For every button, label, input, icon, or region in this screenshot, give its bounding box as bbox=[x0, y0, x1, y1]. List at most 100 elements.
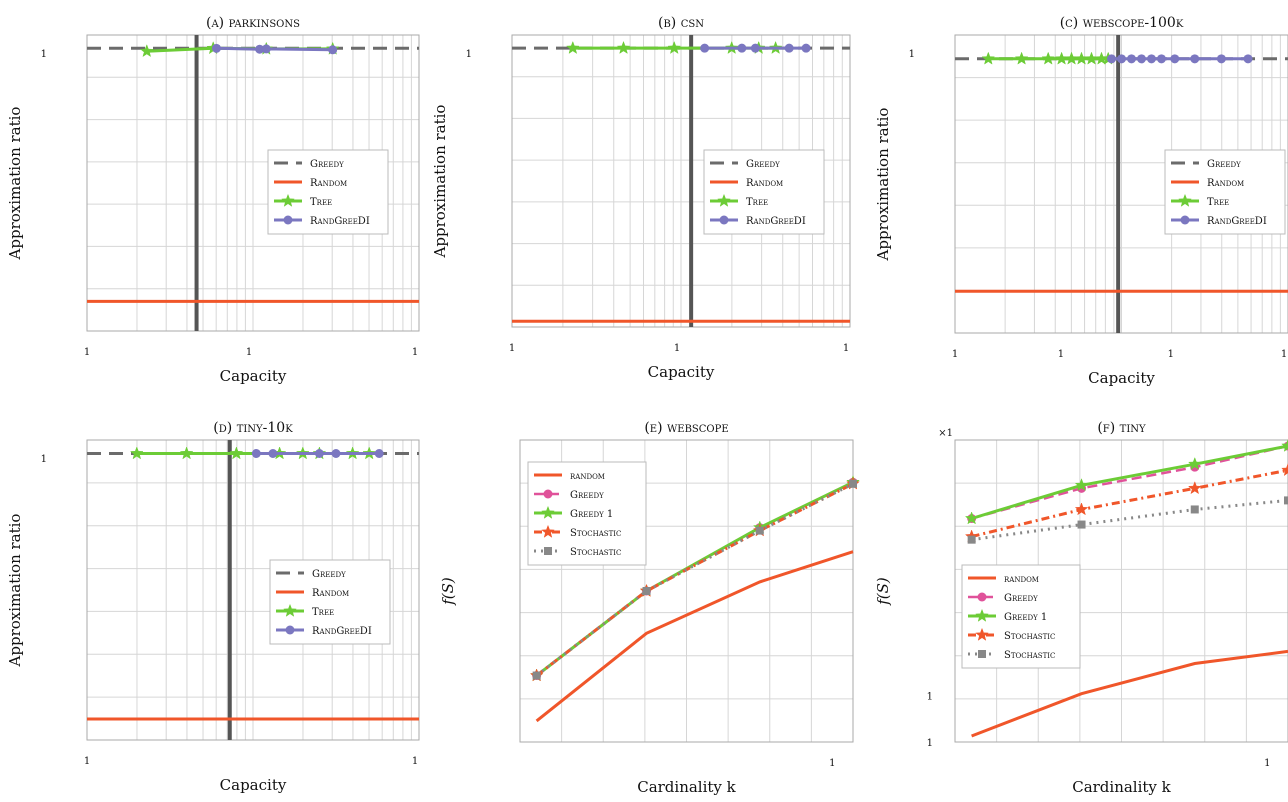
plot-frame bbox=[519, 439, 854, 743]
data-point bbox=[261, 44, 271, 54]
data-point bbox=[801, 43, 811, 53]
legend-label: Random bbox=[746, 178, 783, 189]
data-point bbox=[1281, 462, 1288, 477]
chart-panel-6: (f) tiny ×1 1 1 1 Cardinality k f(S) random Gree… bbox=[874, 420, 1288, 796]
legend-label: Greedy 1 bbox=[1004, 612, 1047, 623]
series-line-greedy_pink bbox=[971, 444, 1288, 520]
data-point bbox=[129, 446, 144, 460]
chart-title: (d) tiny-10k bbox=[213, 420, 293, 436]
data-point bbox=[1074, 502, 1089, 516]
x-tick-label: 1 bbox=[84, 347, 90, 358]
x-axis-label: Capacity bbox=[220, 367, 287, 385]
legend: Greedy Random Tree RandGreeDI bbox=[1164, 149, 1286, 235]
plot-frame bbox=[511, 34, 851, 328]
legend-label: RandGreeDI bbox=[1207, 216, 1267, 227]
data-point bbox=[755, 526, 764, 535]
legend-marker bbox=[977, 592, 987, 602]
data-point bbox=[1187, 456, 1202, 470]
data-point bbox=[967, 535, 976, 544]
legend-marker bbox=[544, 547, 552, 555]
legend-label: Random bbox=[1207, 178, 1244, 189]
legend-label: Greedy bbox=[1004, 593, 1038, 604]
y-axis-label: Approximation ratio bbox=[874, 108, 892, 262]
series-line-stochastic2 bbox=[971, 498, 1288, 542]
chart-panel-5: (e) webscope 1 Cardinality k f(S) random Gree… bbox=[439, 420, 860, 796]
series-line-stochastic bbox=[535, 482, 854, 677]
plot-frame bbox=[954, 34, 1288, 334]
x-tick-label: 1 bbox=[1281, 349, 1287, 360]
y-tick-label: 1 bbox=[927, 738, 933, 749]
y-axis-label: f(S) bbox=[874, 577, 892, 606]
legend-label: Random bbox=[312, 588, 349, 599]
data-point bbox=[1041, 51, 1056, 65]
data-point bbox=[255, 44, 265, 54]
x-tick-label: 1 bbox=[509, 343, 515, 354]
data-point bbox=[1136, 54, 1146, 64]
legend-label: Random bbox=[310, 178, 347, 189]
plot-frame bbox=[954, 439, 1288, 743]
data-point bbox=[314, 449, 324, 458]
legend-label: Greedy bbox=[310, 159, 344, 170]
legend-marker bbox=[975, 627, 989, 641]
data-point bbox=[1190, 505, 1199, 514]
y-axis-label: Approximation ratio bbox=[6, 107, 24, 261]
legend-label: Tree bbox=[310, 197, 332, 208]
chart-title: (f) tiny bbox=[1097, 420, 1146, 436]
data-point bbox=[1054, 51, 1069, 65]
x-tick-label: 1 bbox=[412, 347, 418, 358]
y-tick-label: 1 bbox=[41, 49, 47, 60]
data-point bbox=[981, 51, 996, 65]
data-point bbox=[1187, 481, 1202, 495]
x-tick-label: 1 bbox=[829, 758, 835, 769]
legend-label: RandGreeDI bbox=[746, 216, 806, 227]
data-point bbox=[268, 449, 278, 458]
legend-label: Stochastic bbox=[570, 528, 621, 539]
data-point bbox=[1216, 54, 1226, 64]
chart-panel-1: (a) parkinsons 1 1 1 1 Capacity Approximation … bbox=[6, 15, 420, 385]
y-axis-label: Approximation ratio bbox=[6, 514, 24, 668]
y-axis-label: Approximation ratio bbox=[431, 105, 449, 259]
legend: random Greedy Greedy 1 Stochastic Stochastic bbox=[961, 564, 1081, 669]
x-tick-label: 1 bbox=[246, 347, 252, 358]
data-point bbox=[1243, 54, 1253, 64]
legend-label: RandGreeDI bbox=[312, 626, 372, 637]
chart-title: (c) webscope-100k bbox=[1060, 15, 1184, 31]
x-tick-label: 1 bbox=[1058, 349, 1064, 360]
x-axis-label: Capacity bbox=[648, 363, 715, 381]
data-point bbox=[211, 43, 221, 53]
legend-marker bbox=[541, 524, 555, 538]
x-tick-label: 1 bbox=[84, 756, 90, 767]
legend-label: Greedy bbox=[570, 490, 604, 501]
data-point bbox=[374, 449, 384, 458]
x-tick-label: 1 bbox=[412, 756, 418, 767]
chart-panel-4: (d) tiny-10k 1 1 1 Capacity Approximation rat… bbox=[6, 420, 420, 794]
legend: Greedy Random Tree RandGreeDI bbox=[269, 559, 391, 645]
legend-label: Stochastic bbox=[1004, 650, 1055, 661]
legend-label: Stochastic bbox=[1004, 631, 1055, 642]
legend-marker bbox=[543, 489, 553, 499]
legend-marker bbox=[978, 650, 986, 658]
data-point bbox=[737, 43, 747, 53]
data-point bbox=[1074, 478, 1089, 492]
data-point bbox=[784, 43, 794, 53]
x-axis-label: Capacity bbox=[220, 776, 287, 794]
y-multiplier-label: ×1 bbox=[938, 428, 953, 439]
x-axis-label: Cardinality k bbox=[1072, 778, 1171, 796]
x-axis-label: Capacity bbox=[1088, 369, 1155, 387]
legend-marker bbox=[975, 608, 989, 622]
legend-label: Tree bbox=[1207, 197, 1229, 208]
data-point bbox=[251, 449, 261, 458]
y-axis-label: f(S) bbox=[439, 577, 457, 606]
legend-marker bbox=[281, 193, 295, 207]
legend-marker bbox=[541, 505, 555, 519]
data-point bbox=[616, 40, 631, 54]
x-axis-label: Cardinality k bbox=[637, 778, 736, 796]
chart-panel-3: (c) webscope-100k 1 1 1 1 1 Capacity Approximat… bbox=[874, 15, 1288, 387]
y-tick-label: 1 bbox=[909, 49, 915, 60]
data-point bbox=[1107, 54, 1117, 64]
data-point bbox=[179, 446, 194, 460]
data-point bbox=[667, 40, 682, 54]
series-line-random bbox=[535, 550, 854, 723]
y-tick-label: 1 bbox=[927, 692, 933, 703]
